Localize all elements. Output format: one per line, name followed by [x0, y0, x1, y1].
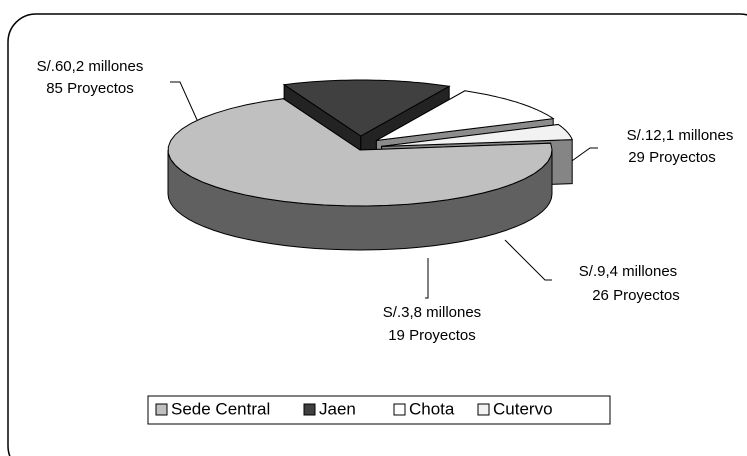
- slice: [376, 90, 555, 141]
- legend-swatch: [155, 403, 168, 416]
- slice-label: 26 Proyectos: [592, 287, 680, 304]
- legend-swatch: [477, 403, 490, 416]
- legend-label: Jaen: [319, 399, 356, 418]
- legend-items: Sede Central Jaen Chota Cutervo: [155, 399, 553, 418]
- legend-swatch: [303, 403, 316, 416]
- slice-label: S/.60,2 millones: [37, 58, 144, 75]
- legend-label: Chota: [409, 399, 455, 418]
- legend-label: Cutervo: [493, 399, 553, 418]
- slice-label: S/.3,8 millones: [383, 304, 481, 321]
- slice-label: S/.12,1 millones: [627, 127, 734, 144]
- slice-label: 29 Proyectos: [628, 149, 716, 166]
- legend-label: Sede Central: [171, 399, 270, 418]
- slice-label: S/.9,4 millones: [579, 263, 677, 280]
- pie: [167, 79, 573, 251]
- slice: [167, 98, 553, 207]
- slice: [282, 79, 451, 137]
- slice-label: 19 Proyectos: [388, 327, 476, 344]
- slice-label: 85 Proyectos: [46, 80, 134, 97]
- legend: [147, 395, 611, 425]
- slice: [381, 123, 573, 147]
- legend-swatch: [393, 403, 406, 416]
